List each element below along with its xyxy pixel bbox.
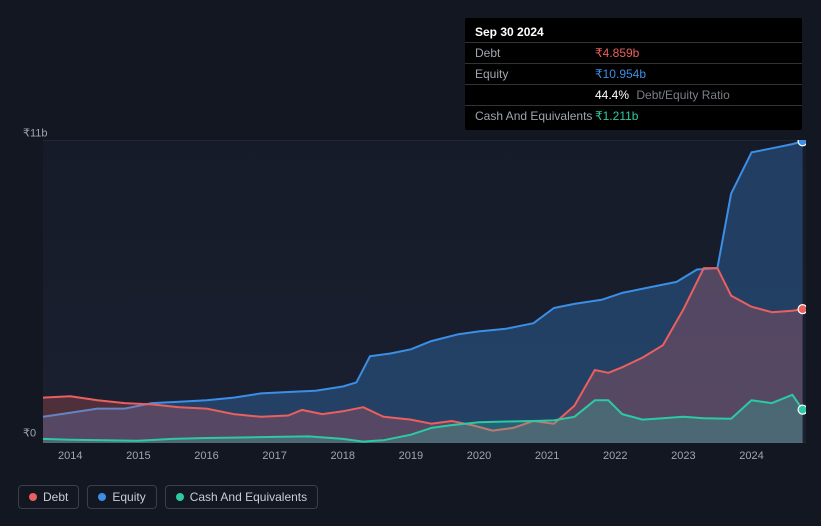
- legend-debt[interactable]: Debt: [18, 485, 79, 509]
- x-tick-label: 2024: [739, 450, 763, 462]
- x-tick-label: 2018: [331, 450, 355, 462]
- tooltip-equity-row: Equity ₹10.954b: [465, 64, 802, 85]
- tooltip-ratio-spacer: [475, 88, 595, 102]
- legend-equity-label: Equity: [112, 490, 145, 504]
- x-tick-label: 2021: [535, 450, 559, 462]
- legend-cash-label: Cash And Equivalents: [190, 490, 307, 504]
- tooltip-ratio-label: Debt/Equity Ratio: [636, 88, 729, 102]
- chart: ₹11b ₹0 2014 2015 2016 2017 2018 2019 2020 2021…: [15, 130, 806, 465]
- x-axis: 2014 2015 2016 2017 2018 2019 2020 2021 2022 2023…: [43, 450, 806, 470]
- x-tick-label: 2020: [467, 450, 491, 462]
- x-tick-label: 2015: [126, 450, 150, 462]
- x-tick-label: 2023: [671, 450, 695, 462]
- legend: Debt Equity Cash And Equivalents: [18, 485, 318, 509]
- tooltip-equity-label: Equity: [475, 67, 595, 81]
- tooltip-cash-row: Cash And Equivalents ₹1.211b: [465, 106, 802, 126]
- plot-area[interactable]: [43, 140, 806, 443]
- legend-debt-swatch: [29, 493, 37, 501]
- tooltip-panel: Sep 30 2024 Debt ₹4.859b Equity ₹10.954b…: [465, 18, 802, 130]
- legend-cash[interactable]: Cash And Equivalents: [165, 485, 318, 509]
- legend-equity[interactable]: Equity: [87, 485, 156, 509]
- x-tick-label: 2022: [603, 450, 627, 462]
- legend-equity-swatch: [98, 493, 106, 501]
- tooltip-debt-value: ₹4.859b: [595, 46, 639, 60]
- legend-debt-label: Debt: [43, 490, 68, 504]
- x-tick-label: 2019: [399, 450, 423, 462]
- chart-svg: [43, 140, 806, 443]
- tooltip-date-row: Sep 30 2024: [465, 22, 802, 43]
- y-label-bottom: ₹0: [23, 427, 36, 440]
- tooltip-ratio-row: 44.4% Debt/Equity Ratio: [465, 85, 802, 106]
- tooltip-debt-label: Debt: [475, 46, 595, 60]
- legend-cash-swatch: [176, 493, 184, 501]
- tooltip-cash-label: Cash And Equivalents: [475, 109, 595, 123]
- y-label-top: ₹11b: [23, 127, 48, 140]
- x-tick-label: 2017: [262, 450, 286, 462]
- x-tick-label: 2014: [58, 450, 82, 462]
- x-tick-label: 2016: [194, 450, 218, 462]
- tooltip-cash-value: ₹1.211b: [595, 109, 638, 123]
- tooltip-debt-row: Debt ₹4.859b: [465, 43, 802, 64]
- tooltip-equity-value: ₹10.954b: [595, 67, 646, 81]
- tooltip-ratio-pct: 44.4%: [595, 88, 629, 102]
- tooltip-date: Sep 30 2024: [475, 25, 544, 39]
